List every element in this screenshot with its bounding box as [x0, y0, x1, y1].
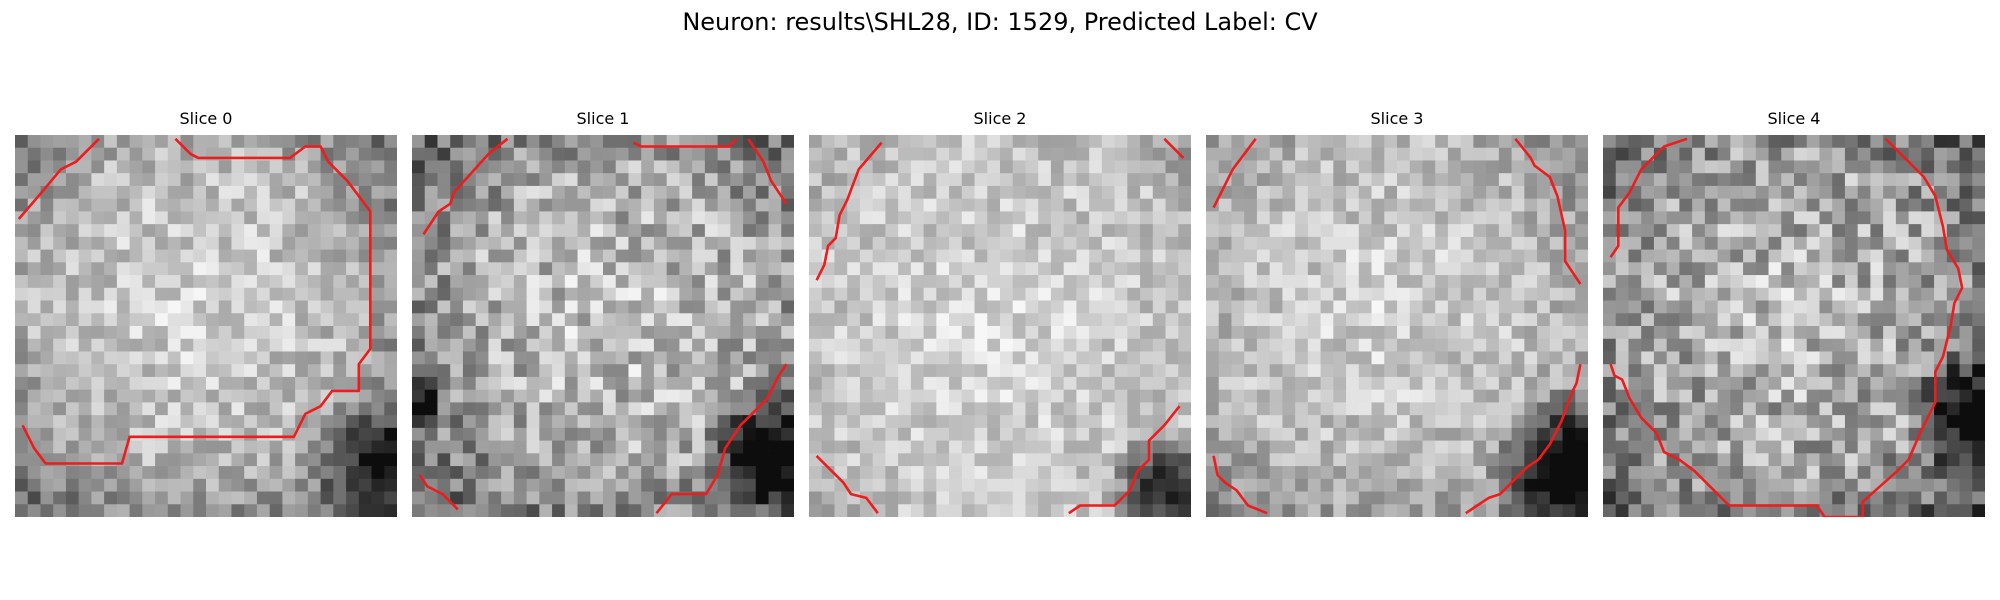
contour-line	[1212, 455, 1268, 515]
pixel-grid	[809, 135, 1191, 517]
slice-image	[809, 135, 1191, 517]
pixel-grid	[1603, 135, 1985, 517]
slice-panel-2: Slice 2	[809, 109, 1191, 520]
slice-title: Slice 3	[1370, 109, 1424, 128]
contour-line	[815, 454, 879, 514]
slice-title: Slice 4	[1767, 109, 1821, 128]
slice-svg	[1603, 135, 1985, 517]
slice-panel-1: Slice 1	[412, 109, 794, 520]
slice-panel-3: Slice 3	[1206, 109, 1588, 520]
slice-title: Slice 0	[179, 109, 233, 128]
slice-panel-0: Slice 0	[15, 109, 397, 520]
pixel-grid	[412, 135, 794, 517]
slice-image	[1206, 135, 1588, 517]
pixel-grid	[1206, 135, 1588, 517]
contour-line	[422, 137, 509, 236]
slice-image	[1603, 135, 1985, 517]
slice-svg	[809, 135, 1191, 517]
contour-line	[1514, 137, 1582, 285]
slice-image	[15, 135, 397, 517]
contour-line	[655, 363, 788, 515]
slice-svg	[412, 135, 794, 517]
contour-line	[747, 138, 788, 205]
slice-image	[412, 135, 794, 517]
contour-line	[1465, 363, 1582, 515]
figure-title: Neuron: results\SHL28, ID: 1529, Predict…	[682, 8, 1318, 36]
contour-line	[17, 137, 100, 220]
slice-panel-4: Slice 4	[1603, 109, 1985, 520]
contour-line	[1609, 137, 1688, 258]
slice-title: Slice 1	[576, 109, 630, 128]
contour-line	[1068, 405, 1181, 515]
contour-line	[633, 137, 738, 148]
slice-svg	[1206, 135, 1588, 517]
contour-line	[1163, 137, 1185, 159]
contour-line	[418, 474, 459, 511]
contour-line	[1609, 137, 1964, 517]
contour-line	[21, 137, 372, 465]
contour-line	[815, 141, 883, 281]
slice-svg	[15, 135, 397, 517]
slice-title: Slice 2	[973, 109, 1027, 128]
pixel-grid	[15, 135, 397, 517]
contour-line	[1212, 138, 1257, 209]
